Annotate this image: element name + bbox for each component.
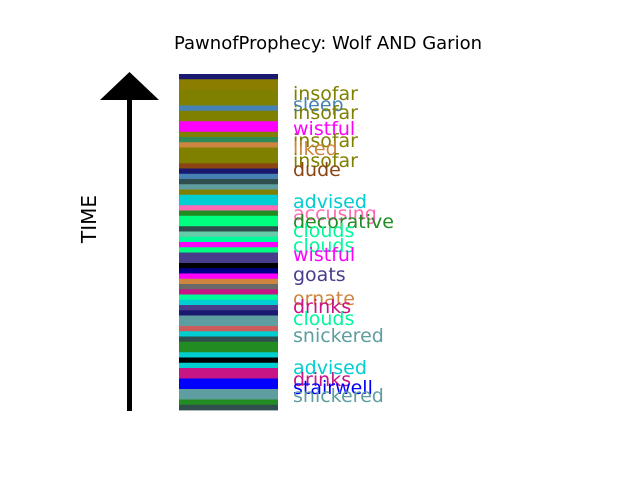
time-stripe bbox=[179, 357, 278, 364]
time-stripe bbox=[179, 194, 278, 201]
word-label: sleep bbox=[293, 94, 344, 116]
word-label: clouds bbox=[293, 220, 354, 242]
time-stripe bbox=[179, 231, 278, 238]
time-stripe bbox=[179, 121, 278, 127]
time-stripe bbox=[179, 294, 278, 301]
time-stripe bbox=[179, 205, 278, 211]
time-stripe bbox=[179, 326, 278, 332]
time-stripe bbox=[179, 152, 278, 159]
time-stripe bbox=[179, 200, 278, 206]
time-stripe bbox=[179, 399, 278, 406]
time-stripe bbox=[179, 215, 278, 222]
stripe-stack bbox=[179, 74, 278, 411]
word-label: wistful bbox=[293, 118, 355, 140]
time-stripe bbox=[179, 320, 278, 327]
word-label: clouds bbox=[293, 308, 354, 330]
word-label: insofar bbox=[293, 130, 358, 152]
time-stripe bbox=[179, 89, 278, 96]
word-label: ornate bbox=[293, 288, 355, 310]
chart-title: PawnofProphecy: Wolf AND Garion bbox=[174, 33, 482, 54]
time-stripe bbox=[179, 242, 278, 248]
time-stripe bbox=[179, 95, 278, 101]
word-label: clouds bbox=[293, 235, 354, 257]
word-label: insofar bbox=[293, 83, 358, 105]
time-stripe bbox=[179, 373, 278, 379]
time-stripe bbox=[179, 221, 278, 227]
time-stripe bbox=[179, 273, 278, 280]
word-labels: insofarsleepinsofarwistfulinsofarlikedin… bbox=[293, 83, 394, 407]
time-stripe bbox=[179, 247, 278, 253]
time-stripe bbox=[179, 137, 278, 143]
time-stripe bbox=[179, 84, 278, 91]
time-stripe bbox=[179, 105, 278, 112]
word-label: drinks bbox=[293, 369, 351, 391]
time-stripe bbox=[179, 100, 278, 106]
time-stripe bbox=[179, 336, 278, 343]
time-stripe bbox=[179, 299, 278, 306]
word-label: accusing bbox=[293, 203, 377, 225]
word-label: wistful bbox=[293, 244, 355, 266]
time-stripe bbox=[179, 404, 278, 411]
time-stripe bbox=[179, 158, 278, 164]
time-arrow-head bbox=[100, 72, 159, 100]
time-stripe bbox=[179, 126, 278, 133]
time-stripe bbox=[179, 352, 278, 358]
time-stripe bbox=[179, 284, 278, 290]
time-stripe bbox=[179, 189, 278, 196]
time-stripe bbox=[179, 362, 278, 369]
word-label: drinks bbox=[293, 296, 351, 318]
time-stripe bbox=[179, 142, 278, 148]
time-stripe bbox=[179, 79, 278, 85]
time-stripe bbox=[179, 252, 278, 259]
word-label: dude bbox=[293, 159, 341, 181]
time-stripe bbox=[179, 394, 278, 400]
time-stripe bbox=[179, 173, 278, 180]
y-axis-label: TIME bbox=[77, 195, 101, 244]
time-stripe bbox=[179, 263, 278, 269]
time-stripe bbox=[179, 110, 278, 117]
time-stripe bbox=[179, 184, 278, 190]
time-stripe bbox=[179, 347, 278, 353]
time-stripe bbox=[179, 179, 278, 185]
time-stripe bbox=[179, 226, 278, 232]
word-label: insofar bbox=[293, 102, 358, 124]
time-stripe bbox=[179, 210, 278, 217]
word-label: decorative bbox=[293, 211, 394, 233]
time-stripe bbox=[179, 383, 278, 390]
time-stripe bbox=[179, 163, 278, 169]
word-label: insofar bbox=[293, 150, 358, 172]
time-stripe bbox=[179, 268, 278, 274]
word-label: stairwell bbox=[293, 377, 373, 399]
word-label: snickered bbox=[293, 325, 384, 347]
time-stripe bbox=[179, 131, 278, 138]
word-label: liked bbox=[293, 138, 338, 160]
word-label: advised bbox=[293, 191, 367, 213]
time-stripe bbox=[179, 389, 278, 395]
time-stripe bbox=[179, 341, 278, 348]
time-stripe bbox=[179, 236, 278, 243]
time-stripe bbox=[179, 168, 278, 175]
time-stripe bbox=[179, 278, 278, 285]
time-arrow bbox=[100, 72, 159, 411]
time-stripe bbox=[179, 331, 278, 337]
word-label: goats bbox=[293, 264, 346, 286]
word-label: snickered bbox=[293, 385, 384, 407]
time-stripe bbox=[179, 257, 278, 264]
time-stripe bbox=[179, 74, 278, 80]
time-stripe bbox=[179, 315, 278, 322]
time-stripe bbox=[179, 147, 278, 154]
word-label: advised bbox=[293, 357, 367, 379]
time-stripe bbox=[179, 378, 278, 385]
time-stripe bbox=[179, 289, 278, 295]
time-stripe bbox=[179, 310, 278, 316]
time-stripe bbox=[179, 368, 278, 374]
time-stripe bbox=[179, 305, 278, 311]
time-stripe bbox=[179, 116, 278, 122]
